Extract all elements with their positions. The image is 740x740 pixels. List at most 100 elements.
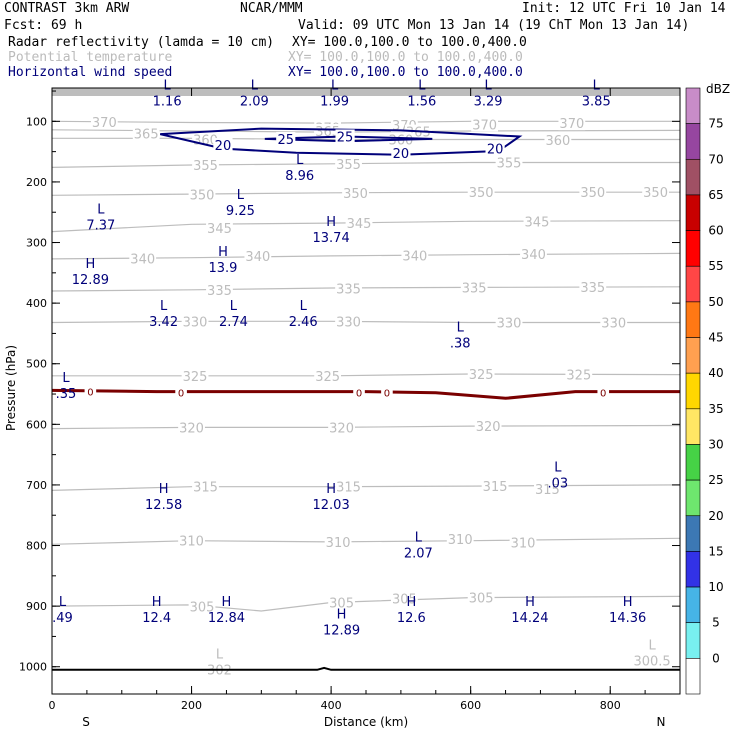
field-wind: Horizontal wind speed (8, 65, 173, 80)
theta-label-335-bg (335, 281, 362, 296)
x-tick-label: 400 (321, 699, 342, 712)
wind-extremum-marker: H (326, 482, 336, 497)
theta-label-360: 360 (544, 133, 572, 149)
x-tick-label: 0 (49, 699, 56, 712)
theta-label-325-text: 325 (315, 370, 340, 385)
y-tick-label: 300 (26, 237, 47, 250)
colorbar-swatch (685, 622, 701, 659)
wind-extremum-value: 2.46 (289, 315, 318, 330)
wind-extrema: L1.16L2.09L1.99L1.56L3.29L3.85L8.96L9.25… (52, 78, 646, 638)
wind-extremum-marker: L (164, 78, 172, 93)
theta-label-340-bg (520, 247, 547, 262)
wind-label-25-bg (276, 131, 296, 146)
forecast-hour: Fcst: 69 h (4, 18, 83, 33)
theta-label-325-bg (565, 367, 593, 382)
colorbar-swatch (685, 515, 701, 552)
theta-label-335-text: 335 (462, 281, 487, 296)
theta-label-340-text: 340 (521, 248, 546, 263)
theta-label-315: 315 (335, 479, 362, 496)
theta-label-355-text: 355 (497, 157, 522, 172)
wind-extremum-value: .49 (52, 611, 73, 626)
x-tick-label: 200 (181, 699, 202, 712)
theta-label-335-text: 335 (580, 281, 605, 296)
theta-label-350-text: 350 (580, 186, 605, 201)
theta-extremum-value: 300.5 (633, 655, 670, 670)
theta-label-330: 330 (335, 314, 362, 330)
theta-contours: 3703703703703703653653653603603603553553… (52, 114, 680, 616)
wind-label-25: 25 (276, 131, 296, 148)
wind-extremum-value: 12.6 (397, 611, 426, 626)
wind-label-20: 20 (485, 141, 505, 158)
theta-label-370-bg (90, 114, 118, 129)
theta-label-330: 330 (600, 315, 628, 332)
theta-label-305: 305 (188, 599, 216, 616)
wind-extremum-marker: L (300, 299, 308, 314)
wind-extremum-marker: H (406, 595, 416, 610)
theta-label-330: 330 (181, 314, 209, 330)
wind-label-20-bg (213, 137, 233, 152)
colorbar-swatch (685, 444, 701, 481)
theta-label-325-bg (181, 368, 209, 383)
theta-label-355-bg (495, 155, 523, 170)
wind-extremum-marker: L (97, 203, 105, 218)
theta-label-370: 370 (471, 117, 499, 133)
wind-extremum-value: 12.03 (313, 498, 350, 513)
theta-label-330-text: 330 (183, 315, 208, 330)
model-title: CONTRAST 3km ARW (4, 1, 130, 16)
wind-extremum-value: 3.85 (582, 94, 611, 109)
theta-label-355: 355 (335, 156, 362, 173)
y-tick-label: 1000 (19, 661, 47, 674)
zero-label-bg (84, 383, 97, 398)
theta-label-310-text: 310 (179, 535, 204, 550)
x-axis-label: Distance (km) (324, 715, 408, 729)
wind-extremum-value: 2.09 (240, 94, 269, 109)
wind-label-25: 25 (335, 129, 355, 145)
wind-extremum-value: .38 (450, 337, 471, 352)
theta-label-325-text: 325 (469, 368, 494, 383)
theta-label-345-text: 345 (207, 222, 232, 237)
theta-label-305-bg (328, 595, 355, 610)
theta-label-340: 340 (401, 248, 429, 264)
zero-label-text: 0 (600, 389, 606, 400)
zero-label: 0 (353, 384, 365, 400)
zero-label-bg (597, 384, 610, 399)
theta-extremum-value: 302 (207, 664, 232, 679)
wind-label-20-bg (485, 141, 505, 156)
colorbar-swatch (685, 408, 701, 445)
wind-extremum-marker: H (326, 215, 336, 230)
theta-label-340-text: 340 (130, 252, 155, 267)
theta-label-305-bg (467, 590, 495, 605)
wind-label-20-text: 20 (487, 143, 504, 158)
theta-label-350-text: 350 (643, 186, 668, 201)
theta-label-365-bg (314, 124, 342, 139)
colorbar-swatch (685, 123, 701, 160)
colorbar-swatch (685, 265, 701, 303)
theta-label-305: 305 (467, 590, 495, 607)
top-shading (52, 88, 680, 96)
y-tick-label: 900 (26, 600, 47, 613)
theta-label-335-text: 335 (207, 284, 232, 299)
theta-label-345-bg (345, 216, 373, 231)
colorbar-swatch (685, 372, 701, 410)
theta-label-355-bg (335, 156, 362, 171)
colorbar-label: 10 (708, 580, 723, 594)
y-tick-label: 700 (26, 479, 47, 492)
theta-label-355-bg (192, 157, 219, 172)
theta-label-350-bg (188, 187, 216, 202)
theta-label-370-text: 370 (472, 118, 497, 133)
y-tick-label: 500 (26, 358, 47, 371)
theta-label-345-bg (523, 214, 551, 229)
colorbar-swatch (685, 194, 701, 231)
wind-extremum-value: 3.42 (149, 315, 178, 330)
colorbar-label: 40 (708, 366, 723, 380)
theta-label-350-text: 350 (190, 189, 215, 204)
wind-extremum-value: 12.4 (142, 611, 171, 626)
colorbar-label: 65 (708, 188, 723, 202)
theta-label-310: 310 (324, 534, 352, 551)
theta-label-365-text: 365 (134, 127, 159, 142)
theta-label-335: 335 (335, 281, 362, 298)
wind-extremum-marker: L (415, 530, 423, 545)
wind-label-20-text: 20 (215, 139, 232, 154)
theta-label-345-bg (206, 220, 233, 235)
theta-label-340: 340 (129, 251, 157, 267)
